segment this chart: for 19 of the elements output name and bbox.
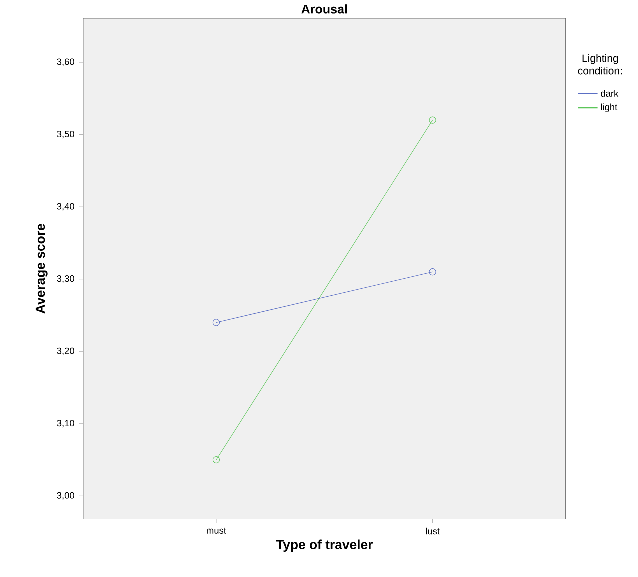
legend-label: dark bbox=[601, 90, 619, 97]
point bbox=[212, 319, 220, 326]
y-tick-label: 3,20 bbox=[57, 348, 74, 356]
legend-label: light bbox=[601, 104, 618, 112]
y-tick-label: 3,50 bbox=[57, 130, 74, 138]
y-tick-label: 3,10 bbox=[57, 420, 74, 428]
y-tick-label: 3,30 bbox=[57, 275, 74, 284]
chart-title: Arousal bbox=[302, 4, 348, 14]
legend-title: Lighting condition: bbox=[578, 54, 622, 75]
point bbox=[212, 456, 220, 464]
x-tick-label: must bbox=[207, 528, 226, 534]
point bbox=[429, 268, 436, 276]
y-tick-label: 3,40 bbox=[57, 203, 74, 211]
y-tick-label: 3,00 bbox=[57, 492, 74, 500]
point bbox=[429, 116, 436, 124]
y-axis-title: Average score bbox=[36, 224, 48, 314]
x-tick-label: lust bbox=[426, 528, 440, 535]
y-tick-label: 3,60 bbox=[57, 58, 74, 66]
x-axis-title: Type of traveler bbox=[276, 540, 374, 552]
